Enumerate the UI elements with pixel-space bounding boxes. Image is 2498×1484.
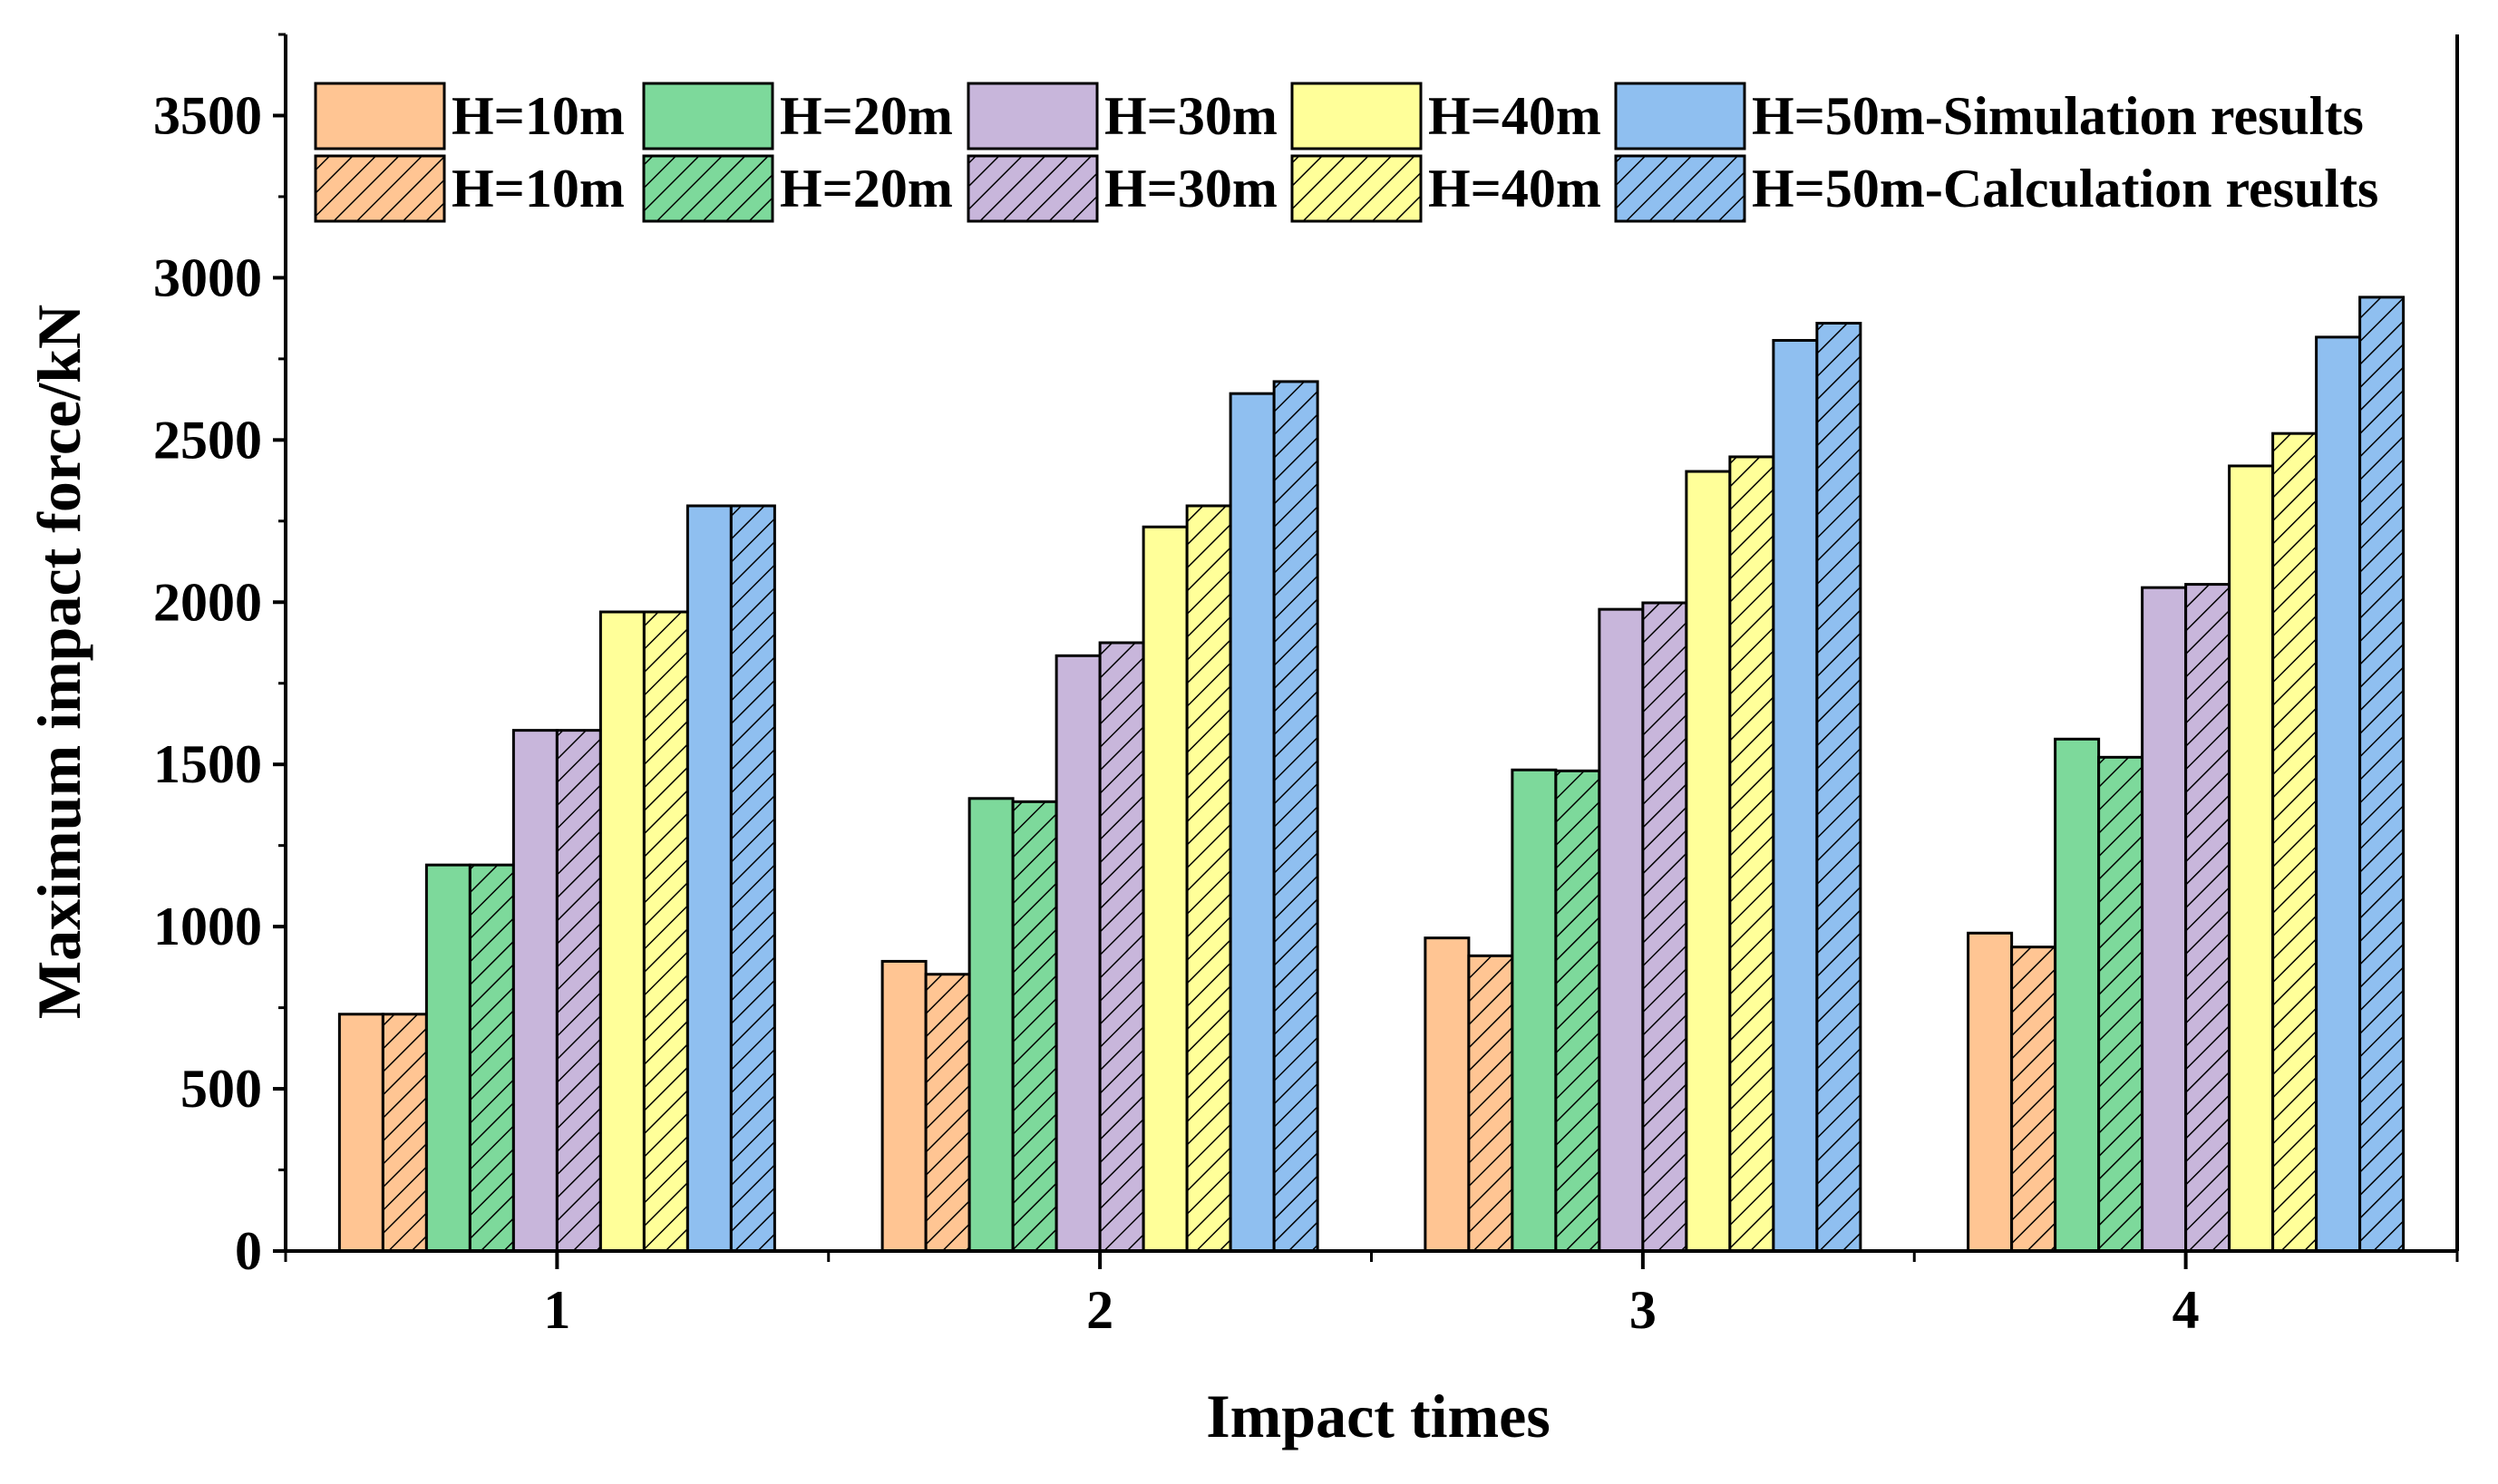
legend-label: H=40m bbox=[1428, 159, 1601, 218]
bar-h20m-hatch-impact-2 bbox=[1011, 800, 1058, 1253]
legend-label: H=30m bbox=[1104, 159, 1278, 218]
bar-h40m-solid-impact-2 bbox=[1142, 525, 1189, 1253]
bar-h10m-hatch-impact-1 bbox=[381, 1013, 428, 1253]
bar-h30m-hatch-impact-1 bbox=[555, 729, 602, 1253]
y-tick-label: 2500 bbox=[153, 410, 262, 470]
y-axis-title: Maximum impact force/kN bbox=[24, 305, 93, 1019]
y-tick-label: 1000 bbox=[153, 897, 262, 956]
bar-h50m-solid-impact-1 bbox=[685, 504, 733, 1253]
legend-swatch bbox=[1614, 82, 1746, 150]
bar-h40m-solid-impact-3 bbox=[1685, 470, 1732, 1253]
legend-label: H=10m bbox=[452, 159, 625, 218]
bars-layer bbox=[337, 296, 2406, 1253]
legend-swatch bbox=[642, 82, 774, 150]
y-tick-label: 3000 bbox=[153, 247, 262, 307]
bar-h40m-hatch-impact-3 bbox=[1728, 455, 1775, 1253]
bar-h50m-solid-impact-4 bbox=[2315, 335, 2362, 1253]
bar-h20m-hatch-impact-4 bbox=[2097, 755, 2144, 1253]
legend-swatch bbox=[1290, 154, 1423, 223]
bar-h10m-solid-impact-2 bbox=[880, 959, 928, 1253]
bar-h50m-hatch-impact-3 bbox=[1815, 322, 1862, 1253]
bar-h10m-solid-impact-4 bbox=[1967, 931, 2014, 1253]
bar-h10m-hatch-impact-2 bbox=[924, 973, 971, 1253]
y-tick-label: 1500 bbox=[153, 734, 262, 794]
bar-h40m-solid-impact-1 bbox=[598, 610, 646, 1253]
bar-h20m-hatch-impact-1 bbox=[468, 863, 515, 1253]
bar-h50m-hatch-impact-4 bbox=[2358, 296, 2406, 1253]
y-tick-label: 500 bbox=[180, 1059, 262, 1119]
bar-h30m-solid-impact-3 bbox=[1598, 607, 1645, 1253]
legend: H=10m H=10m H=20m H=20m H=30m H=30m H=40m H=40m… bbox=[314, 82, 2378, 223]
legend-label: H=20m bbox=[780, 159, 953, 218]
bar-h40m-solid-impact-4 bbox=[2228, 464, 2275, 1253]
axes-layer: 0 500 1000 1500 2000 2500 3000 3500 1 2 3 4 bbox=[153, 33, 2459, 1340]
bar-h50m-hatch-impact-2 bbox=[1272, 380, 1319, 1253]
bar-h10m-solid-impact-3 bbox=[1424, 936, 1471, 1253]
bar-h20m-solid-impact-2 bbox=[967, 797, 1015, 1253]
bar-h10m-hatch-impact-4 bbox=[2010, 946, 2057, 1253]
bar-h30m-solid-impact-1 bbox=[511, 729, 559, 1253]
bar-h50m-solid-impact-3 bbox=[1772, 338, 1819, 1253]
x-tick-label: 3 bbox=[1629, 1280, 1657, 1340]
bar-h20m-solid-impact-1 bbox=[424, 863, 471, 1253]
legend-label: H=50m-Simulation results bbox=[1752, 86, 2364, 146]
bar-h30m-hatch-impact-2 bbox=[1098, 641, 1145, 1253]
bar-h50m-hatch-impact-1 bbox=[729, 504, 776, 1253]
bar-h40m-hatch-impact-2 bbox=[1185, 504, 1232, 1253]
x-axis-title: Impact times bbox=[1206, 1382, 1550, 1450]
bar-h20m-solid-impact-4 bbox=[2054, 737, 2101, 1253]
legend-swatch bbox=[642, 154, 774, 223]
legend-label: H=40m bbox=[1428, 86, 1601, 146]
bar-h40m-hatch-impact-4 bbox=[2271, 432, 2318, 1253]
bar-h30m-solid-impact-4 bbox=[2141, 586, 2188, 1253]
legend-swatch bbox=[314, 154, 446, 223]
bar-h30m-hatch-impact-3 bbox=[1641, 601, 1688, 1253]
bar-h40m-hatch-impact-1 bbox=[642, 610, 689, 1253]
legend-label: H=50m-Calculation results bbox=[1752, 159, 2378, 218]
legend-label: H=30m bbox=[1104, 86, 1278, 146]
bar-h10m-hatch-impact-3 bbox=[1467, 954, 1514, 1253]
legend-label: H=10m bbox=[452, 86, 625, 146]
legend-swatch bbox=[1290, 82, 1423, 150]
y-tick-label: 0 bbox=[235, 1221, 262, 1281]
legend-label: H=20m bbox=[780, 86, 953, 146]
x-tick-label: 2 bbox=[1086, 1280, 1113, 1340]
legend-swatch bbox=[967, 82, 1099, 150]
bar-h30m-hatch-impact-4 bbox=[2184, 583, 2231, 1253]
legend-swatch bbox=[967, 154, 1099, 223]
y-tick-label: 2000 bbox=[153, 572, 262, 632]
x-tick-label: 1 bbox=[543, 1280, 570, 1340]
bar-h30m-solid-impact-2 bbox=[1055, 654, 1102, 1253]
bar-h10m-solid-impact-1 bbox=[337, 1013, 384, 1253]
legend-swatch bbox=[314, 82, 446, 150]
bar-h20m-hatch-impact-3 bbox=[1554, 769, 1601, 1253]
bar-h20m-solid-impact-3 bbox=[1511, 768, 1558, 1253]
bar-h50m-solid-impact-2 bbox=[1229, 392, 1276, 1253]
y-tick-label: 3500 bbox=[153, 85, 262, 145]
x-tick-label: 4 bbox=[2172, 1280, 2200, 1340]
legend-swatch bbox=[1614, 154, 1746, 223]
